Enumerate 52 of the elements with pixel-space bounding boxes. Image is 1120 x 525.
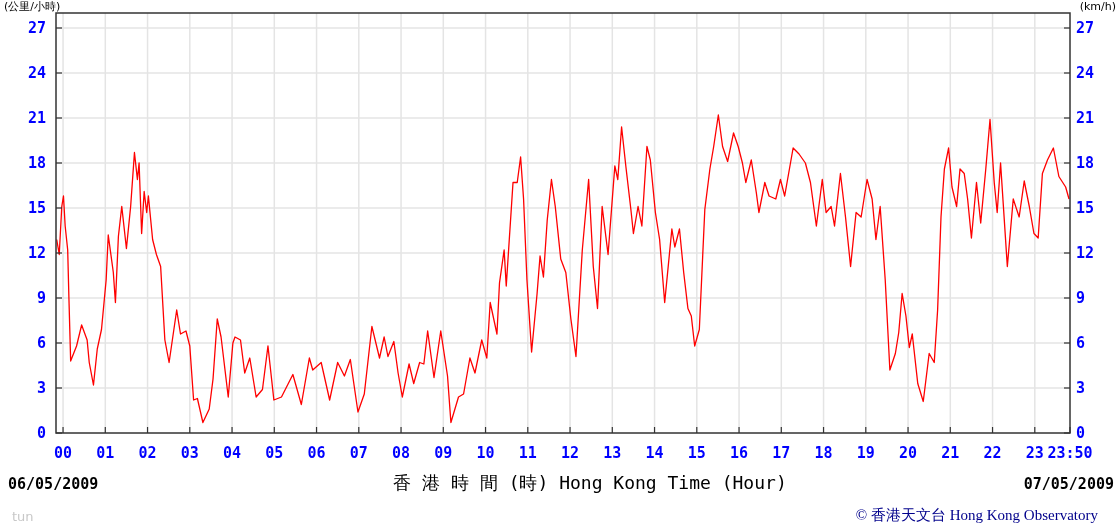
y2-tick-label: 9 (1076, 288, 1086, 307)
y-tick-label: 6 (36, 333, 46, 352)
x-tick-label: 20 (899, 444, 918, 462)
y-tick-label: 21 (27, 108, 46, 127)
x-tick-label: 19 (856, 444, 875, 462)
x-tick-label: 00 (54, 444, 73, 462)
y2-tick-label: 15 (1076, 198, 1095, 217)
text: © 香港天文台 Hong Kong Observatory (855, 507, 1099, 523)
y-tick-label: 0 (36, 423, 46, 442)
y2-tick-label: 27 (1076, 18, 1095, 37)
x-tick-label: 02 (138, 444, 157, 462)
x-tick-label: 08 (392, 444, 411, 462)
x-tick-label: 22 (983, 444, 1002, 462)
x-tick-label: 07 (349, 444, 368, 462)
y-tick-label: 24 (27, 63, 46, 82)
y2-tick-label: 0 (1076, 423, 1086, 442)
line-series (56, 114, 1070, 424)
x-tick-label: 09 (434, 444, 453, 462)
x-tick-label: 05 (265, 444, 284, 462)
y2-tick-label: 3 (1076, 378, 1086, 397)
y-tick-label: 15 (27, 198, 46, 217)
y-tick-label: 3 (36, 378, 46, 397)
x-tick-label: 23:50 (1047, 444, 1093, 462)
x-tick-label: 23 (1025, 444, 1044, 462)
y-axis-title: (公里/小時) (4, 0, 61, 13)
y-tick-label: 18 (27, 153, 46, 172)
x-tick-label: 13 (603, 444, 622, 462)
y2-tick-label: 12 (1076, 243, 1095, 262)
x-tick-label: 15 (687, 444, 706, 462)
x-tick-label: 11 (518, 444, 537, 462)
y-tick-label: 9 (36, 288, 46, 307)
y2-tick-label: 24 (1076, 63, 1095, 82)
y2-axis-title: (km/h) (1079, 0, 1116, 13)
y2-tick-label: 18 (1076, 153, 1095, 172)
y2-tick-label: 21 (1076, 108, 1095, 127)
x-tick-label: 21 (941, 444, 960, 462)
y2-tick-label: 6 (1076, 333, 1086, 352)
x-tick-label: 14 (645, 444, 664, 462)
text: 07/05/2009 (1023, 475, 1114, 493)
x-tick-label: 16 (730, 444, 749, 462)
x-tick-label: 10 (476, 444, 495, 462)
text: 06/05/2009 (8, 475, 99, 493)
x-tick-label: 03 (180, 444, 199, 462)
x-tick-label: 12 (561, 444, 580, 462)
x-tick-label: 04 (223, 444, 242, 462)
x-tick-label: 06 (307, 444, 326, 462)
x-tick-label: 18 (814, 444, 833, 462)
x-tick-label: 01 (96, 444, 115, 462)
x-tick-label: 17 (772, 444, 791, 462)
y-tick-label: 12 (27, 243, 46, 262)
x-axis-title: 香 港 時 間 (時) Hong Kong Time (Hour) (393, 472, 787, 493)
y-tick-label: 27 (27, 18, 46, 37)
